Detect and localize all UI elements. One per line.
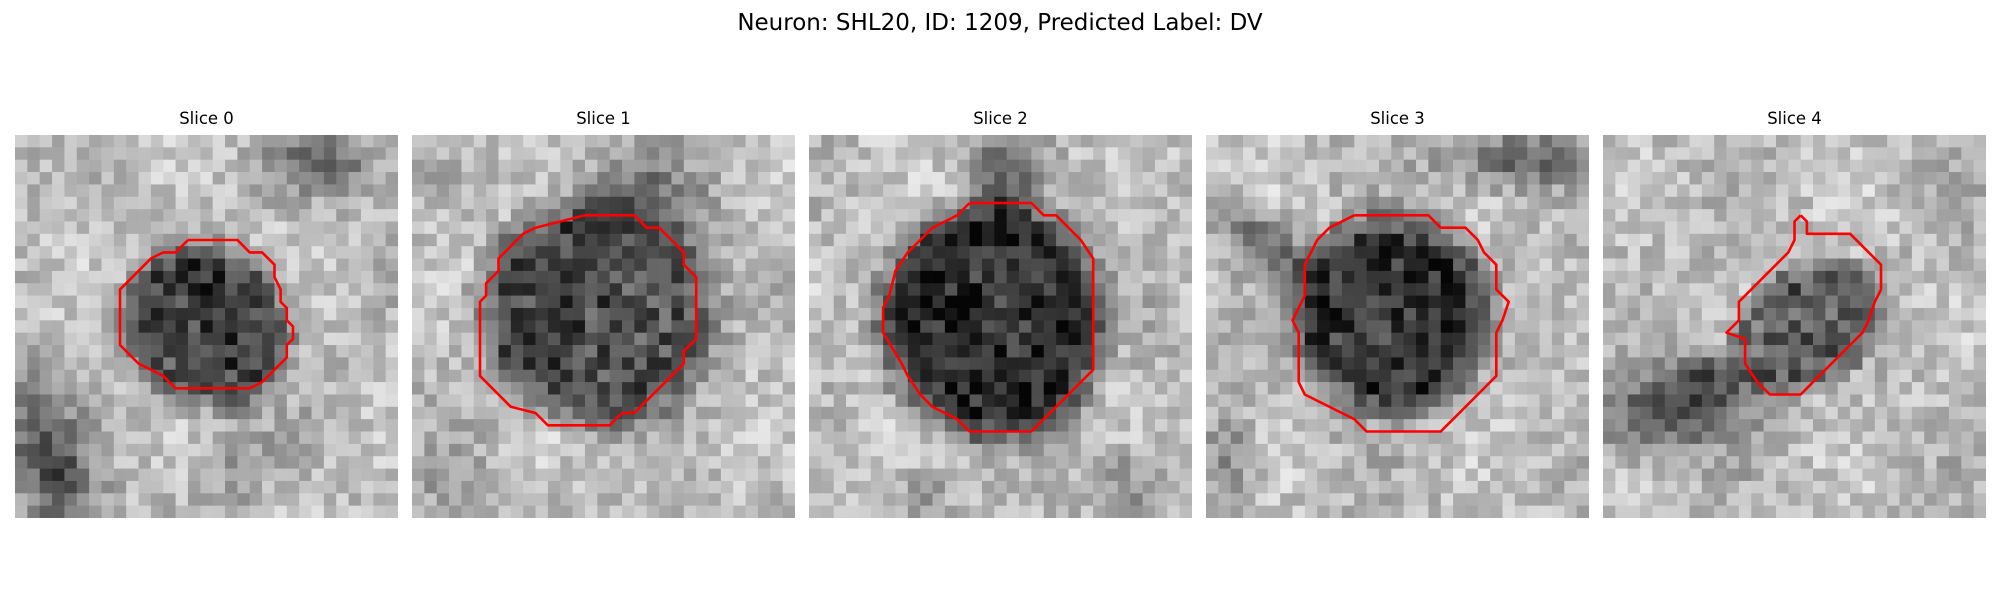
slice-image-canvas xyxy=(1603,135,1986,518)
figure-title: Neuron: SHL20, ID: 1209, Predicted Label… xyxy=(737,10,1263,36)
slice-image xyxy=(1603,135,1986,518)
slice-title: Slice 1 xyxy=(576,109,631,128)
grayscale-pixel-grid xyxy=(1603,135,1986,518)
slice-title: Slice 2 xyxy=(973,109,1028,128)
slice-image-canvas xyxy=(1206,135,1589,518)
segmentation-contour xyxy=(478,214,698,427)
slice-image-canvas xyxy=(809,135,1192,518)
slice-title: Slice 4 xyxy=(1767,109,1822,128)
grayscale-pixel-grid xyxy=(1206,135,1589,518)
slice-title: Slice 3 xyxy=(1370,109,1425,128)
slice-panel: Slice 3 xyxy=(1206,108,1589,518)
slice-panel: Slice 1 xyxy=(412,108,795,518)
slice-panel: Slice 0 xyxy=(15,108,398,518)
segmentation-contour xyxy=(1291,214,1511,433)
slice-image xyxy=(15,135,398,518)
slice-image xyxy=(809,135,1192,518)
segmentation-contour xyxy=(881,201,1095,433)
slice-panel: Slice 2 xyxy=(809,108,1192,518)
slice-panel: Slice 4 xyxy=(1603,108,1986,518)
slice-title: Slice 0 xyxy=(179,109,234,128)
slice-image xyxy=(1206,135,1589,518)
grayscale-pixel-grid xyxy=(412,135,795,518)
segmentation-contour xyxy=(118,238,295,390)
grayscale-pixel-grid xyxy=(809,135,1192,518)
slice-image-canvas xyxy=(412,135,795,518)
segmentation-contour xyxy=(1725,214,1883,396)
grayscale-pixel-grid xyxy=(15,135,398,518)
slice-image xyxy=(412,135,795,518)
slice-image-canvas xyxy=(15,135,398,518)
